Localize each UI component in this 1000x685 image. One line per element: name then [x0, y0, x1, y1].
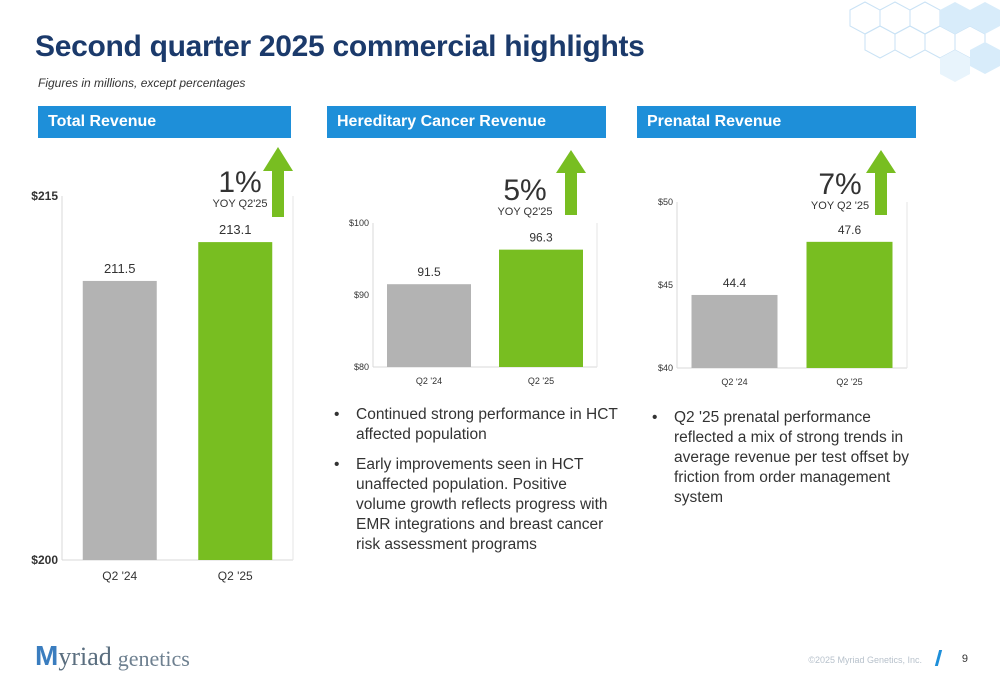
y-tick-label: $215 — [31, 189, 58, 203]
prenatal-bullets: Q2 '25 prenatal performance reflected a … — [648, 408, 918, 518]
bar — [691, 294, 778, 368]
footer-slash — [934, 650, 943, 666]
up-arrow-icon — [556, 150, 586, 215]
bar — [387, 284, 471, 367]
yoy-prenatal: 7% YOY Q2 '25 — [800, 168, 880, 213]
data-label: 213.1 — [219, 222, 252, 237]
bar — [198, 242, 273, 560]
logo-word: yriad — [58, 642, 112, 671]
data-label: 47.6 — [838, 223, 862, 237]
yoy-pct: 1% — [218, 166, 262, 199]
yoy-hereditary-cancer: 5% YOY Q2'25 — [485, 174, 565, 219]
y-tick-label: $40 — [658, 363, 673, 373]
x-tick-label: Q2 '25 — [528, 376, 554, 386]
data-label: 91.5 — [417, 265, 441, 279]
up-arrow-icon — [263, 147, 293, 217]
x-tick-label: Q2 '24 — [721, 377, 747, 387]
bullet-item: Continued strong performance in HCT affe… — [330, 405, 620, 445]
yoy-label: YOY Q2'25 — [212, 198, 268, 210]
bullet-item: Early improvements seen in HCT unaffecte… — [330, 455, 620, 555]
y-tick-label: $90 — [354, 290, 369, 300]
yoy-total-revenue: 1% YOY Q2'25 — [195, 166, 285, 211]
yoy-label: YOY Q2'25 — [497, 206, 553, 218]
y-tick-label: $45 — [658, 280, 673, 290]
copyright: ©2025 Myriad Genetics, Inc. — [808, 655, 922, 665]
bar — [499, 249, 583, 367]
page-subtitle: Figures in millions, except percentages — [38, 76, 246, 90]
yoy-label: YOY Q2 '25 — [810, 200, 870, 212]
bar — [806, 241, 893, 368]
data-label: 44.4 — [723, 276, 747, 290]
bar — [82, 280, 157, 560]
x-tick-label: Q2 '24 — [102, 569, 137, 583]
x-tick-label: Q2 '25 — [836, 377, 862, 387]
panel-header-total-revenue: Total Revenue — [38, 106, 291, 138]
up-arrow-icon — [866, 150, 896, 215]
prenatal-chart: $40 $45 $50 44.4 Q2 '24 47.6 Q2 '25 — [658, 197, 908, 387]
logo-sub: genetics — [117, 646, 190, 671]
page-title: Second quarter 2025 commercial highlight… — [35, 30, 645, 63]
y-tick-label: $50 — [658, 197, 673, 207]
hereditary-cancer-chart: $80 $90 $100 91.5 Q2 '24 96.3 Q2 '25 — [349, 218, 598, 386]
yoy-pct: 7% — [818, 168, 862, 201]
page-number: 9 — [961, 653, 968, 665]
yoy-pct: 5% — [503, 174, 547, 207]
hereditary-bullets: Continued strong performance in HCT affe… — [330, 405, 620, 565]
data-label: 96.3 — [529, 231, 553, 245]
bullet-item: Q2 '25 prenatal performance reflected a … — [648, 408, 918, 508]
hexagon-decoration — [849, 1, 1000, 82]
x-tick-label: Q2 '24 — [416, 376, 442, 386]
panel-header-prenatal: Prenatal Revenue — [637, 106, 916, 138]
data-label: 211.5 — [104, 261, 136, 276]
y-tick-label: $100 — [349, 218, 369, 228]
y-tick-label: $80 — [354, 362, 369, 372]
panel-header-hereditary-cancer: Hereditary Cancer Revenue — [327, 106, 606, 138]
logo-mark: M — [35, 640, 59, 671]
y-tick-label: $200 — [31, 553, 58, 567]
x-tick-label: Q2 '25 — [218, 569, 253, 583]
total-revenue-chart: $200 $215 211.5 Q2 '24 213.1 Q2 '25 — [31, 189, 294, 583]
